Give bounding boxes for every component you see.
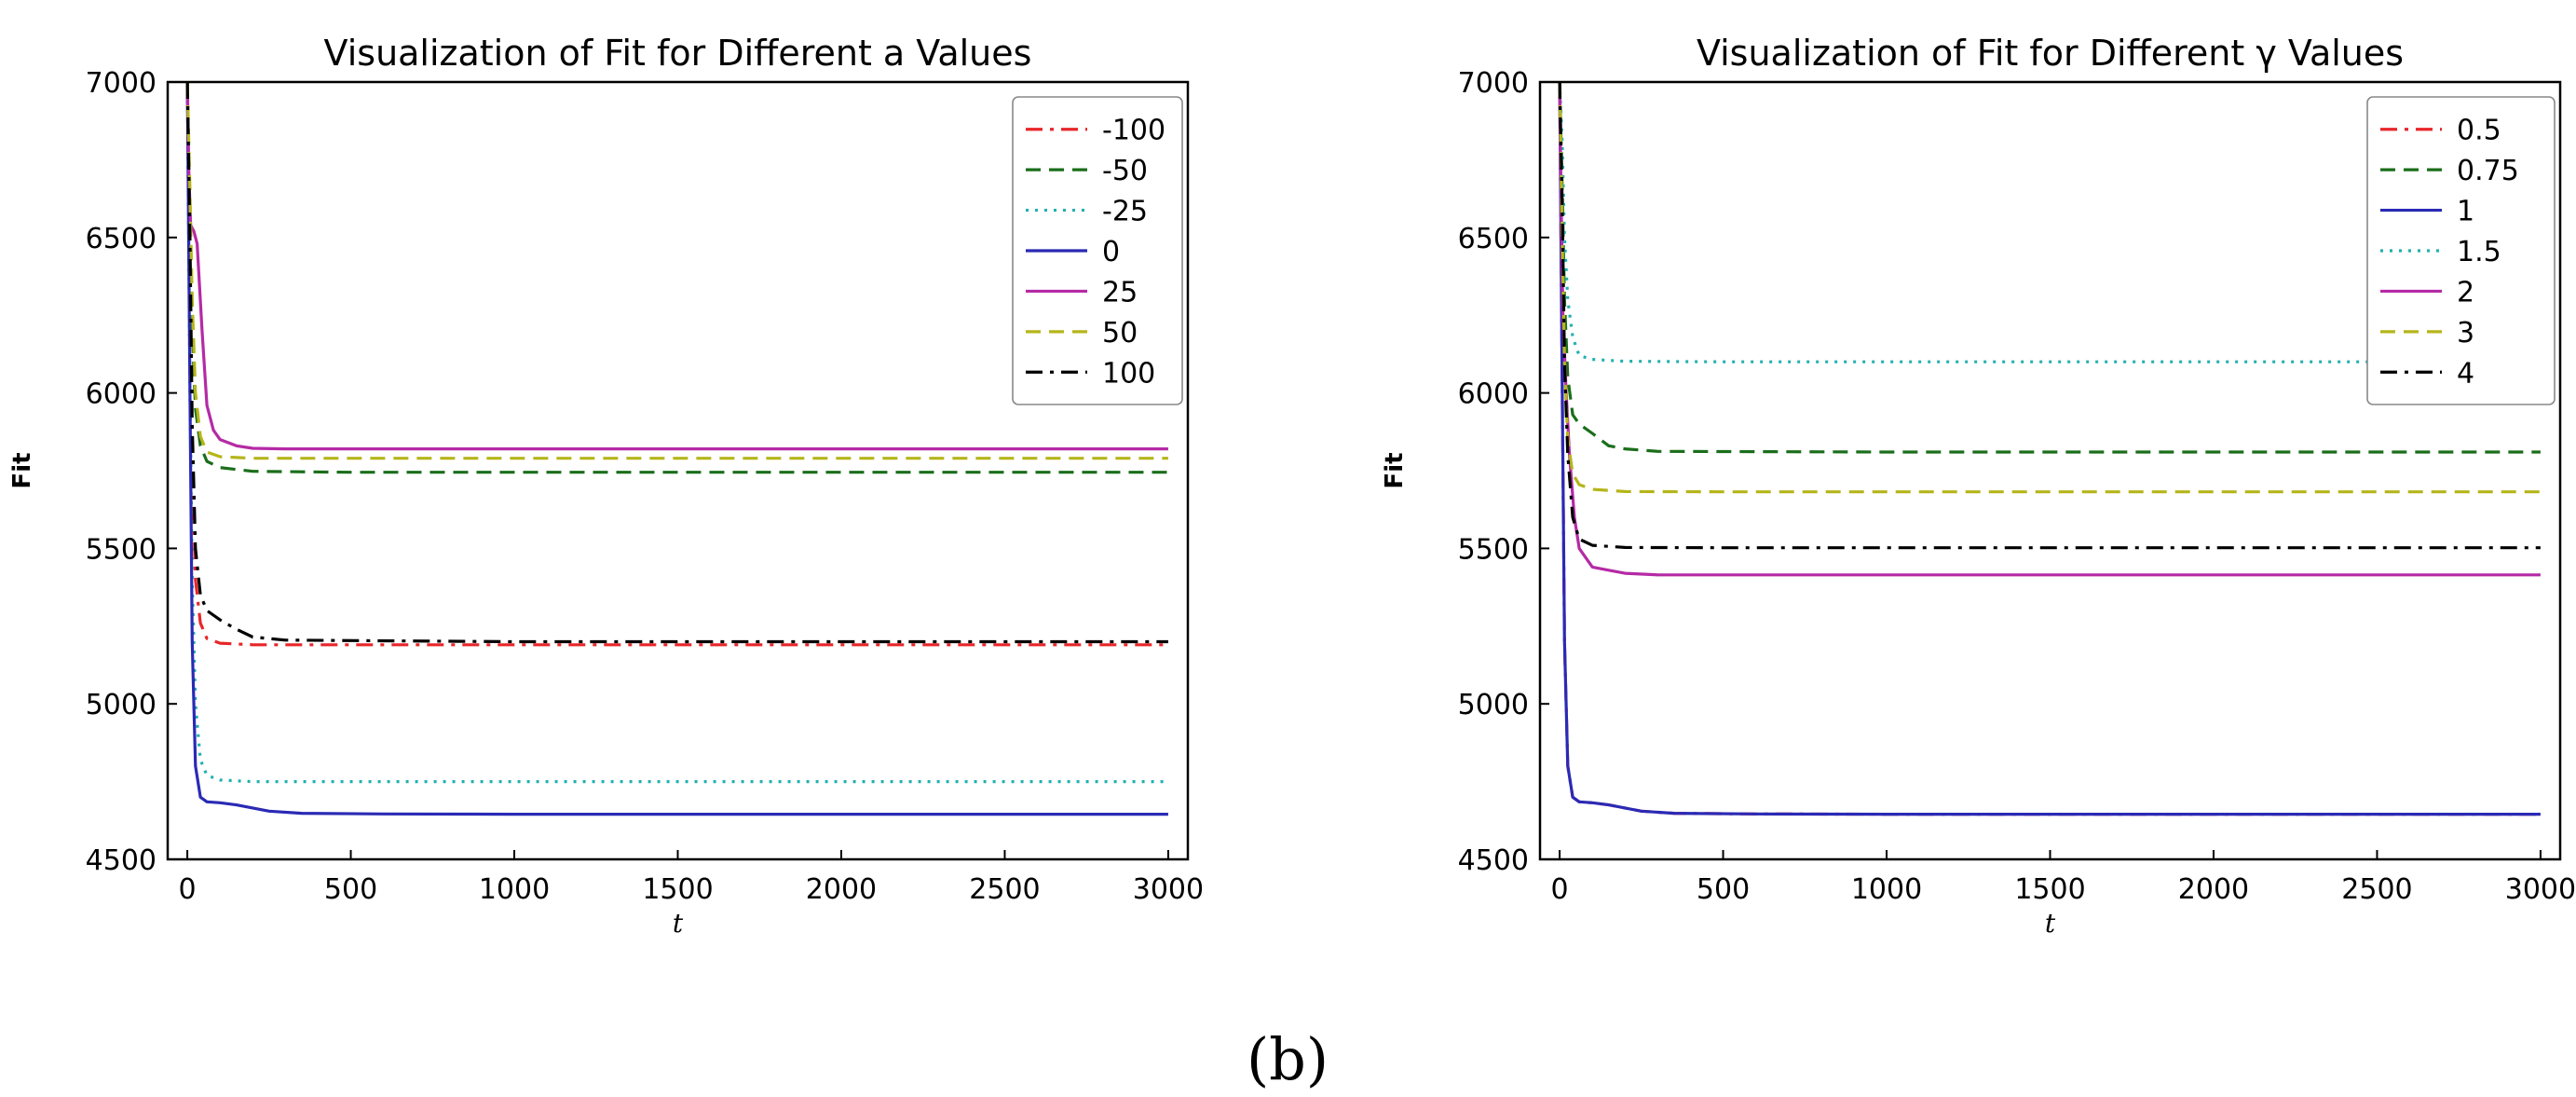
series-line-4 — [1558, 82, 2541, 550]
series-line-50 — [185, 82, 1168, 460]
legend-label-100: -100 — [1102, 115, 1165, 147]
series-line-1 — [1558, 82, 2541, 816]
x-tick-label: 1500 — [642, 873, 713, 906]
x-tick-label: 3000 — [1133, 873, 1204, 906]
y-tick-label: 5500 — [1458, 533, 1529, 566]
x-tick-label: 2500 — [2341, 873, 2412, 906]
x-tick-label: 0 — [179, 873, 197, 906]
y-tick-label: 5000 — [1458, 689, 1529, 721]
x-tick-label: 1500 — [2014, 873, 2085, 906]
legend-label-1-5: 1.5 — [2457, 236, 2501, 268]
x-tick-label: 500 — [1697, 873, 1750, 906]
y-tick-label: 7000 — [1458, 67, 1529, 100]
legend-label-50: -50 — [1102, 155, 1148, 187]
y-tick-label: 4500 — [1458, 844, 1529, 877]
legend-label-0: 0 — [1102, 236, 1120, 268]
y-tick-label: 6500 — [1458, 223, 1529, 255]
x-tick-label: 1000 — [479, 873, 550, 906]
legend-label-2: 2 — [2457, 276, 2474, 309]
x-tick-label: 3000 — [2505, 873, 2576, 906]
y-axis-label: Fit — [1381, 452, 1409, 488]
y-tick-label: 7000 — [86, 67, 157, 100]
figure-caption: (b) — [1247, 1025, 1329, 1093]
chart-title: Visualization of Fit for Different a Val… — [324, 33, 1032, 74]
legend-label-25: -25 — [1102, 196, 1148, 228]
series-line-100 — [185, 82, 1168, 644]
y-tick-label: 6000 — [86, 378, 157, 411]
legend-label-100: 100 — [1102, 357, 1155, 390]
legend-box — [2366, 96, 2556, 405]
legend: -100 -50 -25 0 25 50 100 — [1012, 96, 1183, 405]
x-axis-label: t — [2045, 908, 2056, 939]
series-line-50 — [185, 82, 1168, 474]
y-tick-label: 5000 — [86, 689, 157, 721]
legend: 0.5 0.75 1 1.5 2 3 4 — [2366, 96, 2556, 405]
legend-label-50: 50 — [1102, 317, 1138, 350]
chart-title: Visualization of Fit for Different γ Val… — [1697, 33, 2404, 74]
legend-box — [1012, 96, 1183, 405]
panel-gamma-values: Visualization of Fit for Different γ Val… — [1381, 33, 2576, 939]
legend-label-4: 4 — [2457, 357, 2474, 390]
x-tick-label: 2000 — [2178, 873, 2249, 906]
x-tick-label: 1000 — [1851, 873, 1922, 906]
x-axis-label: t — [673, 908, 684, 939]
legend-label-3: 3 — [2457, 317, 2474, 350]
y-tick-label: 6000 — [1458, 378, 1529, 411]
y-tick-label: 4500 — [86, 844, 157, 877]
legend-label-0-5: 0.5 — [2457, 115, 2501, 147]
legend-label-0-75: 0.75 — [2457, 155, 2519, 187]
x-tick-label: 0 — [1551, 873, 1569, 906]
y-tick-label: 6500 — [86, 223, 157, 255]
y-axis-label: Fit — [8, 452, 36, 488]
x-tick-label: 2500 — [969, 873, 1040, 906]
series-line-0 — [185, 82, 1168, 816]
x-tick-label: 500 — [324, 873, 377, 906]
y-tick-label: 5500 — [86, 533, 157, 566]
legend-label-1: 1 — [2457, 196, 2474, 228]
panel-a-values: Visualization of Fit for Different a Val… — [8, 33, 1204, 939]
legend-label-25: 25 — [1102, 276, 1138, 309]
x-tick-label: 2000 — [806, 873, 877, 906]
